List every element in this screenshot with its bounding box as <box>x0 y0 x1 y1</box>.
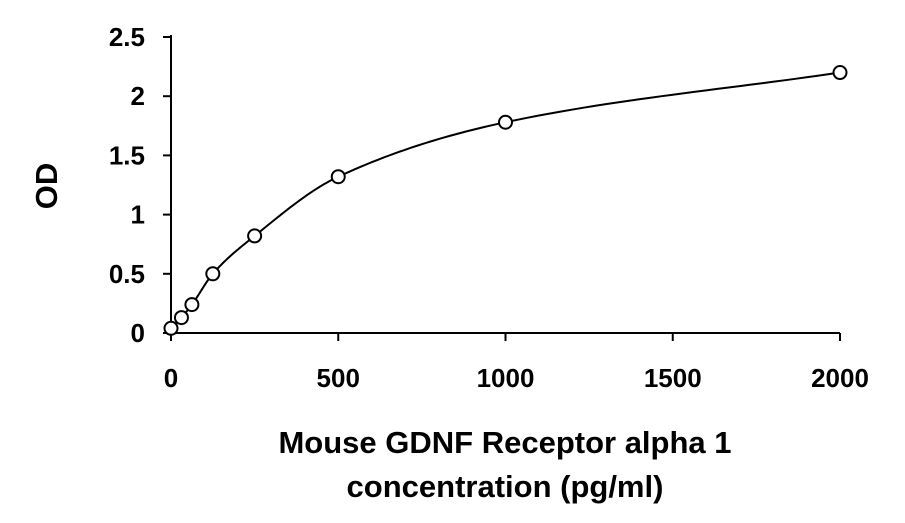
points-layer <box>163 65 848 336</box>
fit-curve-line <box>170 71 841 329</box>
y-axis-title: OD <box>29 163 64 210</box>
curve-layer <box>170 71 841 329</box>
data-point <box>163 320 179 336</box>
y-tick-label: 2.5 <box>109 22 145 52</box>
axes-layer: 0 0.5 1 1.5 2 2.5 0 500 1000 1500 2000 <box>109 22 869 393</box>
x-tick-label: 500 <box>317 363 360 393</box>
x-tick-label: 1000 <box>477 363 535 393</box>
y-tick-label: 1.5 <box>109 140 145 170</box>
y-tick-label: 1 <box>131 200 145 230</box>
data-point <box>205 266 221 282</box>
data-point <box>173 310 189 326</box>
data-point <box>330 169 346 185</box>
x-tick-label: 0 <box>164 363 178 393</box>
data-point <box>247 228 263 244</box>
y-tick-label: 2 <box>131 81 145 111</box>
labels-layer: OD Mouse GDNF Receptor alpha 1 concentra… <box>29 163 732 504</box>
y-tick-label: 0 <box>131 318 145 348</box>
x-axis-title-line2: concentration (pg/ml) <box>347 469 664 504</box>
x-axis-title-line1: Mouse GDNF Receptor alpha 1 <box>278 425 731 460</box>
data-point <box>498 114 513 130</box>
x-tick-label: 1500 <box>644 363 702 393</box>
data-point <box>832 65 848 81</box>
data-point <box>184 297 200 313</box>
y-tick-label: 0.5 <box>109 259 145 289</box>
x-tick-label: 2000 <box>811 363 869 393</box>
